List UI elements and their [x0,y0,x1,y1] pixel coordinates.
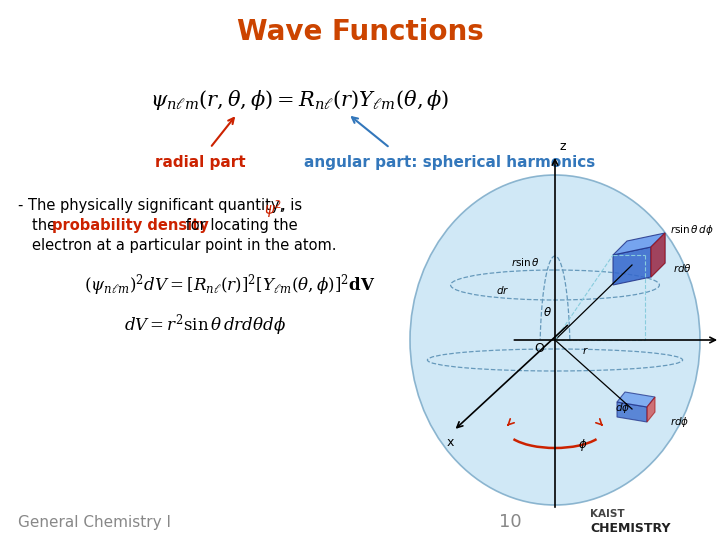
Text: $rd\theta$: $rd\theta$ [673,262,692,274]
Text: the: the [32,218,60,233]
Text: x: x [447,436,454,449]
Text: Wave Functions: Wave Functions [237,18,483,46]
Text: $r\sin\theta$: $r\sin\theta$ [510,256,539,268]
Polygon shape [617,392,655,407]
Text: KAIST: KAIST [590,509,625,519]
Text: , is: , is [281,198,302,213]
Text: $(\psi_{n\ell m})^2 dV = [R_{n\ell}(r)]^2[Y_{\ell m}(\theta,\phi)]^2\mathbf{dV}$: $(\psi_{n\ell m})^2 dV = [R_{n\ell}(r)]^… [84,272,376,298]
Ellipse shape [410,175,700,505]
Text: $d\phi$: $d\phi$ [616,401,631,415]
Text: - The physically significant quantity,: - The physically significant quantity, [18,198,289,213]
Polygon shape [613,233,665,255]
Text: CHEMISTRY: CHEMISTRY [590,522,670,535]
Polygon shape [651,233,665,277]
Text: radial part: radial part [155,154,246,170]
Text: electron at a particular point in the atom.: electron at a particular point in the at… [32,238,336,253]
Text: $r\sin\theta\, d\phi$: $r\sin\theta\, d\phi$ [670,223,714,237]
Text: 10: 10 [499,513,521,531]
Text: $\psi^2$: $\psi^2$ [264,198,282,220]
Text: $dV = r^2 \sin\theta\, drd\theta d\phi$: $dV = r^2 \sin\theta\, drd\theta d\phi$ [124,312,286,338]
Polygon shape [617,402,647,422]
Polygon shape [647,397,655,422]
Text: angular part: spherical harmonics: angular part: spherical harmonics [305,154,595,170]
Text: probability density: probability density [52,218,209,233]
Text: $\theta$: $\theta$ [542,306,552,319]
Text: for locating the: for locating the [181,218,297,233]
Text: O: O [534,341,544,354]
Text: $\psi_{n\ell m}(r,\theta,\phi) = R_{n\ell}(r)Y_{\ell m}(\theta,\phi)$: $\psi_{n\ell m}(r,\theta,\phi) = R_{n\el… [150,88,450,112]
Text: z: z [560,140,567,153]
Polygon shape [613,247,651,285]
Text: $rd\phi$: $rd\phi$ [670,415,689,429]
Text: $r$: $r$ [582,345,588,355]
Polygon shape [651,233,665,277]
Text: $\phi$: $\phi$ [578,437,588,453]
Text: General Chemistry I: General Chemistry I [18,515,171,530]
Text: $dr$: $dr$ [496,284,510,296]
